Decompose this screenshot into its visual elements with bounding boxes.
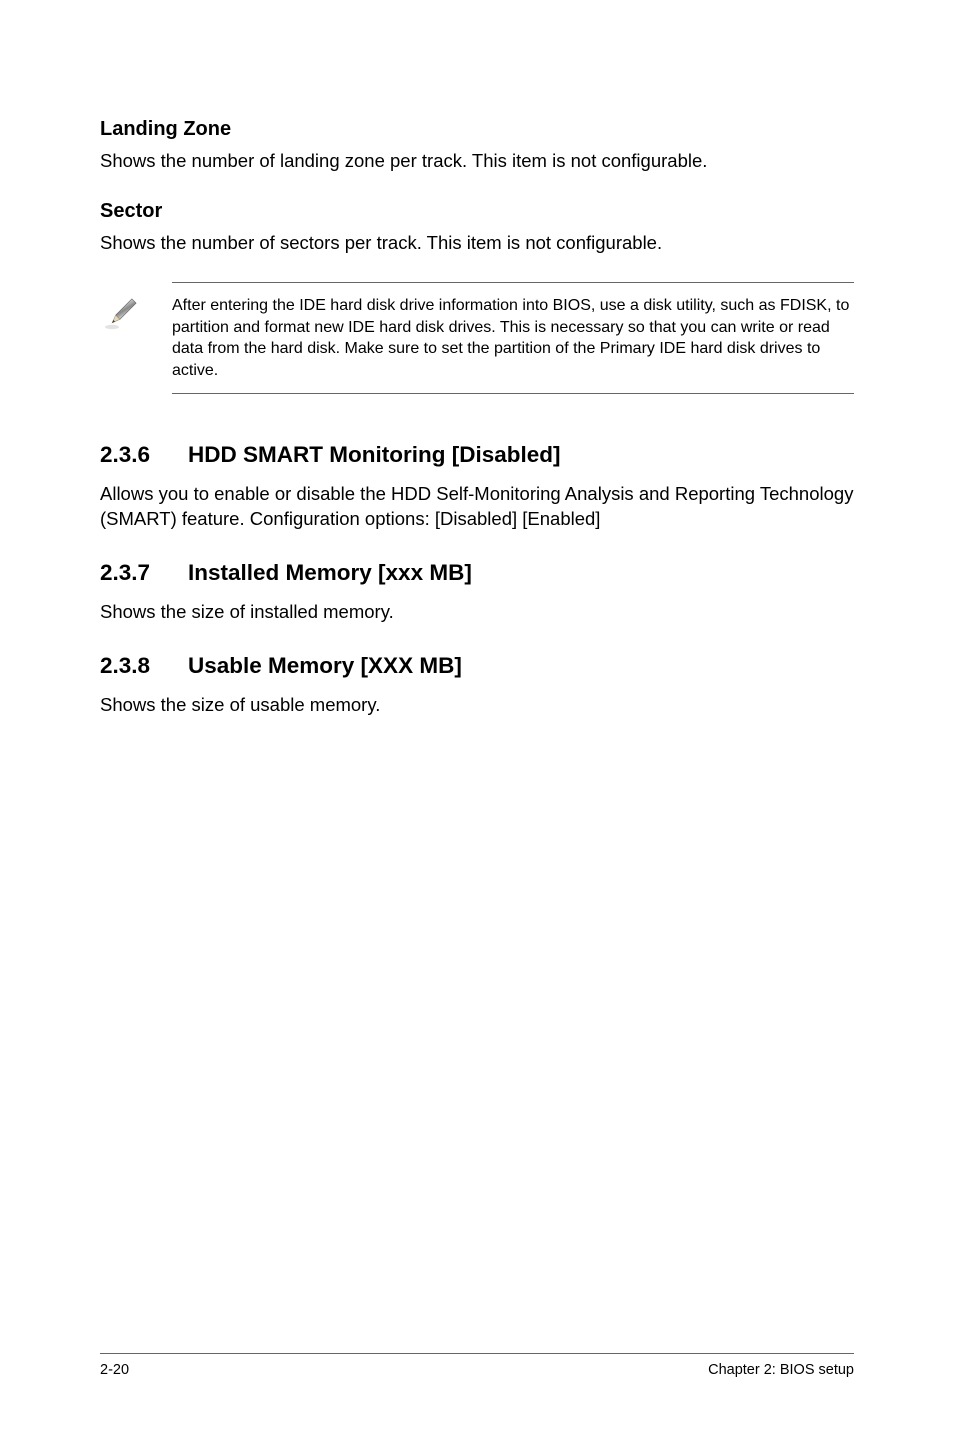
section-238-num: 2.3.8 (100, 653, 188, 679)
section-236-heading: 2.3.6HDD SMART Monitoring [Disabled] (100, 442, 854, 468)
section-237-title: Installed Memory [xxx MB] (188, 560, 472, 585)
section-237-num: 2.3.7 (100, 560, 188, 586)
footer-chapter-label: Chapter 2: BIOS setup (708, 1362, 854, 1378)
note-text: After entering the IDE hard disk drive i… (172, 295, 854, 381)
pencil-icon (102, 293, 142, 333)
section-238-title: Usable Memory [XXX MB] (188, 653, 462, 678)
section-236-num: 2.3.6 (100, 442, 188, 468)
landing-zone-heading: Landing Zone (100, 118, 854, 141)
section-236-text: Allows you to enable or disable the HDD … (100, 482, 854, 532)
section-237-text: Shows the size of installed memory. (100, 600, 854, 625)
section-236-title: HDD SMART Monitoring [Disabled] (188, 442, 560, 467)
section-238-heading: 2.3.8Usable Memory [XXX MB] (100, 653, 854, 679)
sector-text: Shows the number of sectors per track. T… (100, 231, 854, 256)
section-237-heading: 2.3.7Installed Memory [xxx MB] (100, 560, 854, 586)
section-238-text: Shows the size of usable memory. (100, 693, 854, 718)
landing-zone-text: Shows the number of landing zone per tra… (100, 149, 854, 174)
footer-page-number: 2-20 (100, 1362, 129, 1378)
page-footer: 2-20 Chapter 2: BIOS setup (100, 1353, 854, 1378)
note-block: After entering the IDE hard disk drive i… (172, 282, 854, 394)
sector-heading: Sector (100, 200, 854, 223)
